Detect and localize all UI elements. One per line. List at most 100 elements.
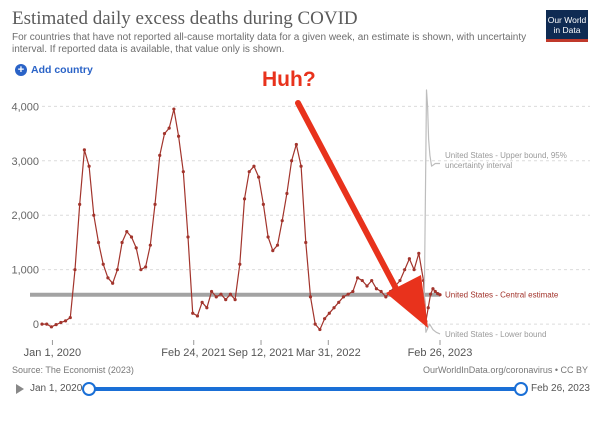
data-point: [120, 240, 124, 245]
series-label: United States - Central estimate: [445, 291, 559, 300]
data-point: [304, 240, 308, 245]
data-point: [205, 306, 209, 310]
y-tick-label: 3,000: [11, 156, 39, 168]
chart-title: Estimated daily excess deaths during COV…: [12, 8, 358, 29]
data-point: [219, 292, 223, 296]
timeline-end-label: Feb 26, 2023: [531, 383, 590, 394]
annotation-arrow-shaft: [295, 100, 403, 299]
data-point: [417, 251, 421, 255]
data-point: [167, 126, 171, 130]
data-point: [257, 175, 261, 179]
data-point: [247, 170, 251, 174]
data-point: [191, 311, 195, 315]
data-point: [153, 202, 157, 206]
data-point: [158, 153, 162, 157]
chart-grid: [42, 105, 590, 325]
data-point: [318, 327, 322, 332]
data-point: [115, 268, 119, 272]
data-point: [407, 257, 411, 261]
y-tick-label: 4,000: [11, 101, 39, 113]
data-point: [195, 314, 200, 318]
data-point: [54, 323, 58, 327]
data-point: [224, 298, 228, 302]
data-point: [144, 265, 148, 269]
data-point: [134, 246, 138, 250]
x-tick-label: Mar 31, 2022: [296, 347, 361, 359]
data-point: [412, 268, 416, 272]
data-point: [341, 295, 346, 299]
data-point: [266, 235, 270, 239]
data-point: [360, 278, 364, 283]
timeline-track[interactable]: [88, 387, 520, 391]
data-point: [337, 300, 341, 304]
data-point: [370, 278, 374, 283]
y-axis: 0 1,000 2,000 3,000 4,000: [11, 101, 39, 331]
logo-line-2: in Data: [553, 25, 581, 35]
data-point: [431, 287, 435, 291]
timeline-start-label: Jan 1, 2020: [30, 383, 83, 394]
data-point: [252, 164, 256, 168]
data-point: [355, 276, 360, 280]
data-point: [308, 295, 313, 299]
data-point: [68, 315, 72, 320]
data-point: [403, 268, 407, 272]
credit-link[interactable]: OurWorldInData.org/coronavirus • CC BY: [422, 365, 588, 375]
data-point: [261, 202, 265, 206]
x-tick-label: Feb 24, 2021: [161, 347, 226, 359]
y-tick-label: 1,000: [11, 265, 39, 277]
data-point: [299, 164, 303, 168]
data-point: [96, 240, 101, 245]
data-point: [73, 268, 77, 272]
x-tick-label: Jan 1, 2020: [24, 347, 82, 359]
plus-icon: +: [15, 64, 27, 76]
data-point: [148, 243, 152, 247]
data-point: [106, 276, 110, 280]
chart-subtitle: For countries that have not reported all…: [12, 32, 527, 55]
series-group: [40, 89, 442, 335]
timeline-end-handle[interactable]: [514, 382, 528, 396]
data-point: [162, 131, 167, 136]
data-point: [228, 292, 233, 296]
data-point: [111, 281, 115, 285]
annotation-arrow-head: [386, 275, 428, 328]
data-point: [294, 142, 298, 147]
data-point: [379, 289, 383, 294]
data-point: [45, 322, 49, 326]
data-point: [101, 262, 105, 266]
data-point: [181, 170, 185, 174]
data-point: [238, 262, 242, 266]
data-point: [78, 202, 82, 206]
data-point: [172, 107, 176, 111]
annotation-arrow-group: [295, 100, 428, 328]
timeline[interactable]: Jan 1, 2020 Feb 26, 2023: [0, 378, 600, 400]
owid-logo[interactable]: Our World in Data: [546, 10, 588, 42]
add-country-button[interactable]: + Add country: [15, 63, 93, 77]
data-point: [426, 306, 430, 310]
data-point: [63, 319, 68, 323]
data-point: [323, 317, 327, 321]
source-note: Source: The Economist (2023): [12, 365, 134, 375]
data-point: [233, 298, 237, 302]
x-tick-label: Feb 26, 2023: [408, 347, 473, 359]
data-point: [242, 197, 247, 201]
data-point: [186, 235, 190, 239]
timeline-start-handle[interactable]: [82, 382, 96, 396]
data-point: [59, 320, 63, 325]
data-point: [87, 164, 91, 168]
series-label: United States - Lower bound: [445, 330, 546, 339]
data-point: [327, 311, 331, 315]
play-icon[interactable]: [16, 384, 24, 394]
data-point: [176, 134, 181, 138]
data-point: [351, 289, 355, 294]
data-point: [209, 289, 214, 294]
data-point: [40, 322, 44, 326]
y-tick-label: 2,000: [11, 210, 39, 222]
data-point: [365, 284, 369, 288]
data-point: [332, 306, 336, 310]
data-point: [428, 292, 433, 296]
data-point: [214, 295, 218, 299]
annotation-huh: Huh?: [262, 68, 316, 91]
data-point: [49, 325, 54, 329]
data-point: [398, 278, 402, 283]
